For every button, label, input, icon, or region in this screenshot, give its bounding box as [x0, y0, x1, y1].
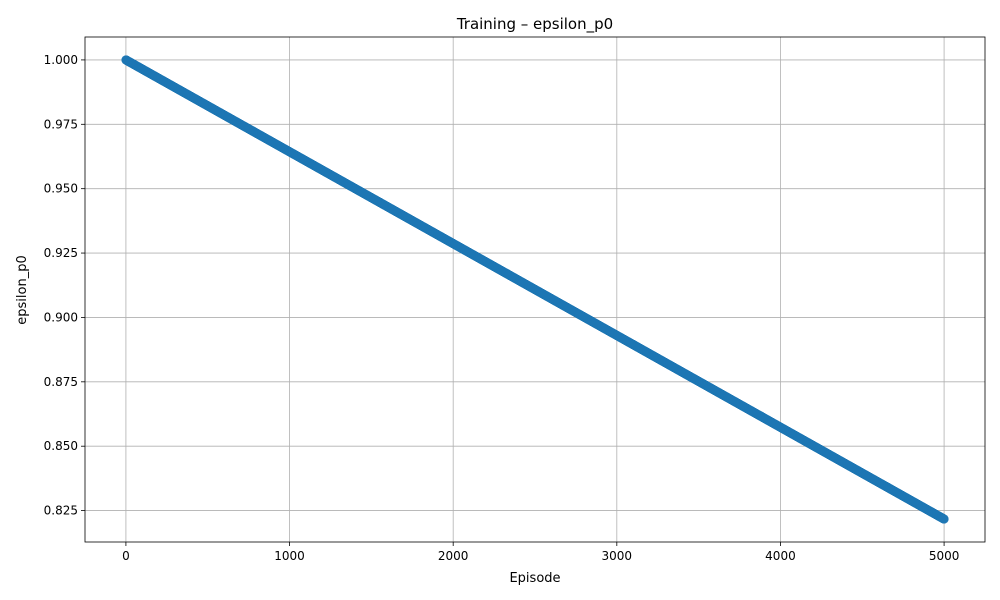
series-points — [121, 55, 949, 524]
data-layer — [121, 55, 949, 524]
grid-layer — [85, 37, 985, 542]
